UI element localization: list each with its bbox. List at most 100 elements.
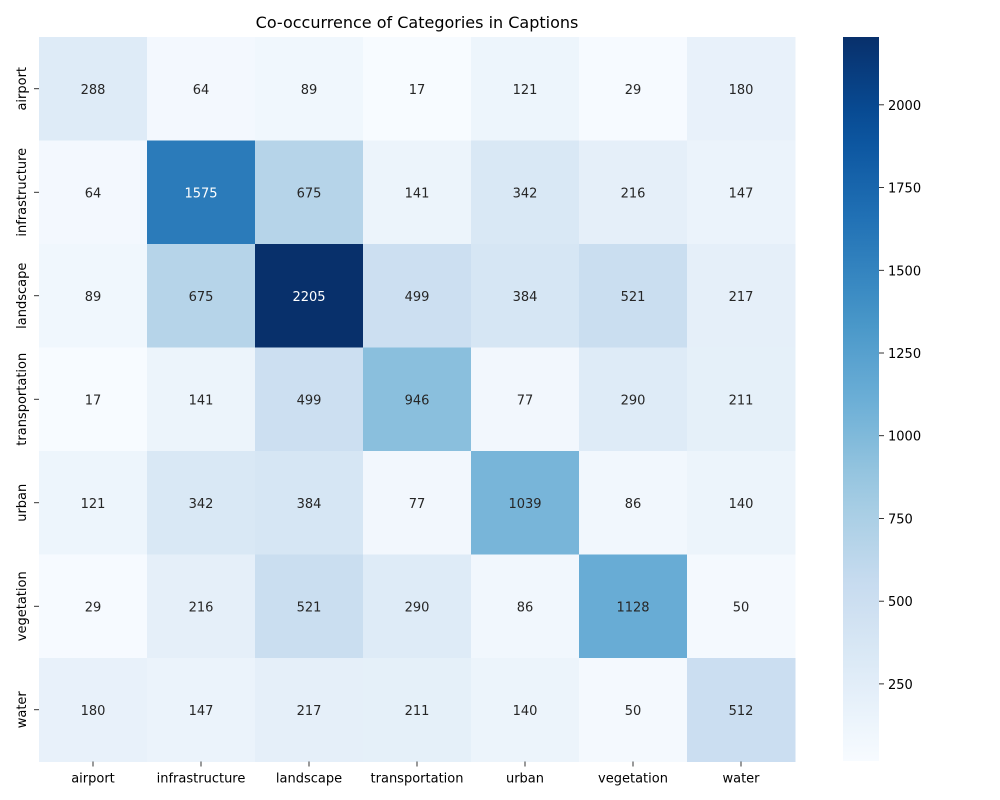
cell-value-label: 1575 [184, 186, 217, 201]
heatmap-cell [687, 244, 796, 348]
heatmap-cell [471, 140, 580, 245]
cell-value-label: 147 [729, 186, 754, 201]
cell-value-label: 89 [301, 83, 318, 98]
cell-value-label: 121 [513, 83, 538, 98]
heatmap-cell [39, 37, 148, 141]
cell-value-label: 499 [405, 290, 430, 305]
heatmap-cell [147, 140, 256, 245]
y-axis: airport infrastructure landscape transporta… [15, 67, 39, 728]
cell-value-label: 180 [729, 83, 754, 98]
cell-value-label: 29 [625, 83, 642, 98]
y-tick-label: water [15, 691, 30, 729]
heatmap-cell [687, 347, 796, 452]
cell-value-label: 217 [729, 290, 754, 305]
cell-value-label: 140 [513, 704, 538, 719]
cell-value-label: 50 [625, 704, 642, 719]
heatmap-cell [471, 347, 580, 452]
heatmap-cell [687, 451, 796, 555]
cell-value-label: 64 [193, 83, 210, 98]
cell-value-label: 384 [513, 290, 538, 305]
heatmap-cell [39, 554, 148, 659]
colorbar-tick-label: 1500 [888, 264, 921, 279]
heatmap-cell [363, 347, 472, 452]
heatmap-cell [255, 140, 364, 245]
x-axis: airport infrastructure landscape transporta… [71, 761, 760, 787]
cell-value-label: 1039 [508, 497, 541, 512]
x-tick-label: vegetation [598, 772, 668, 787]
cell-value-label: 290 [405, 600, 430, 615]
colorbar-gradient [843, 37, 879, 761]
y-tick-label: infrastructure [15, 148, 30, 237]
cell-value-label: 89 [85, 290, 102, 305]
heatmap-cell [687, 658, 796, 762]
heatmap-cell [255, 658, 364, 762]
heatmap-cell [471, 37, 580, 141]
colorbar-tick-label: 2000 [888, 99, 921, 114]
colorbar-tick-label: 1250 [888, 347, 921, 362]
cell-value-label: 50 [733, 600, 750, 615]
cell-value-label: 521 [621, 290, 646, 305]
x-tick-label: water [722, 772, 760, 787]
y-tick-label: vegetation [15, 571, 30, 641]
heatmap-cell [39, 140, 148, 245]
heatmap-cell [39, 244, 148, 348]
y-tick-label: landscape [15, 263, 30, 329]
heatmap-cell [39, 451, 148, 555]
cell-value-label: 512 [729, 704, 754, 719]
cell-value-label: 290 [621, 393, 646, 408]
cell-value-label: 288 [81, 83, 106, 98]
heatmap-cell [255, 451, 364, 555]
x-tick-label: transportation [371, 772, 464, 787]
heatmap-cell [471, 244, 580, 348]
cell-value-label: 2205 [292, 290, 325, 305]
cell-value-label: 180 [81, 704, 106, 719]
cell-value-label: 86 [625, 497, 642, 512]
colorbar-tick-label: 1000 [888, 430, 921, 445]
heatmap-cell [147, 658, 256, 762]
cell-value-label: 140 [729, 497, 754, 512]
heatmap-cell [147, 37, 256, 141]
cell-value-label: 64 [85, 186, 102, 201]
cell-value-label: 342 [189, 497, 214, 512]
heatmap-cell [255, 244, 364, 348]
cell-value-label: 499 [297, 393, 322, 408]
colorbar-tick-label: 750 [888, 512, 913, 527]
cell-value-label: 1128 [616, 600, 649, 615]
heatmap-cell [579, 347, 688, 452]
heatmap-cell [687, 37, 796, 141]
heatmap-cell [363, 658, 472, 762]
heatmap-cell [471, 451, 580, 555]
cell-value-label: 216 [189, 600, 214, 615]
heatmap-cell [471, 554, 580, 659]
heatmap-cell [363, 451, 472, 555]
cell-value-label: 17 [85, 393, 102, 408]
colorbar-tick-label: 1750 [888, 182, 921, 197]
x-tick-label: landscape [276, 772, 342, 787]
cell-value-label: 675 [297, 186, 322, 201]
cell-value-label: 217 [297, 704, 322, 719]
heatmap-cell [147, 244, 256, 348]
cell-value-label: 77 [409, 497, 426, 512]
cell-value-label: 521 [297, 600, 322, 615]
heatmap-cell [147, 451, 256, 555]
x-tick-label: urban [506, 772, 544, 787]
heatmap-cell [579, 37, 688, 141]
heatmap-cell [363, 554, 472, 659]
x-tick-label: infrastructure [157, 772, 246, 787]
y-tick-label: airport [15, 67, 30, 111]
cell-value-label: 29 [85, 600, 102, 615]
heatmap-cell [363, 37, 472, 141]
colorbar-tick-label: 500 [888, 595, 913, 610]
heatmap-cell [39, 658, 148, 762]
y-tick-label: transportation [15, 353, 30, 446]
cell-value-label: 141 [189, 393, 214, 408]
colorbar-tick-label: 250 [888, 678, 913, 693]
cell-value-label: 17 [409, 83, 426, 98]
cell-value-label: 77 [517, 393, 534, 408]
x-tick-label: airport [71, 772, 115, 787]
heatmap-cell [363, 244, 472, 348]
heatmap-cell [471, 658, 580, 762]
cell-value-label: 211 [405, 704, 430, 719]
cell-value-label: 86 [517, 600, 534, 615]
